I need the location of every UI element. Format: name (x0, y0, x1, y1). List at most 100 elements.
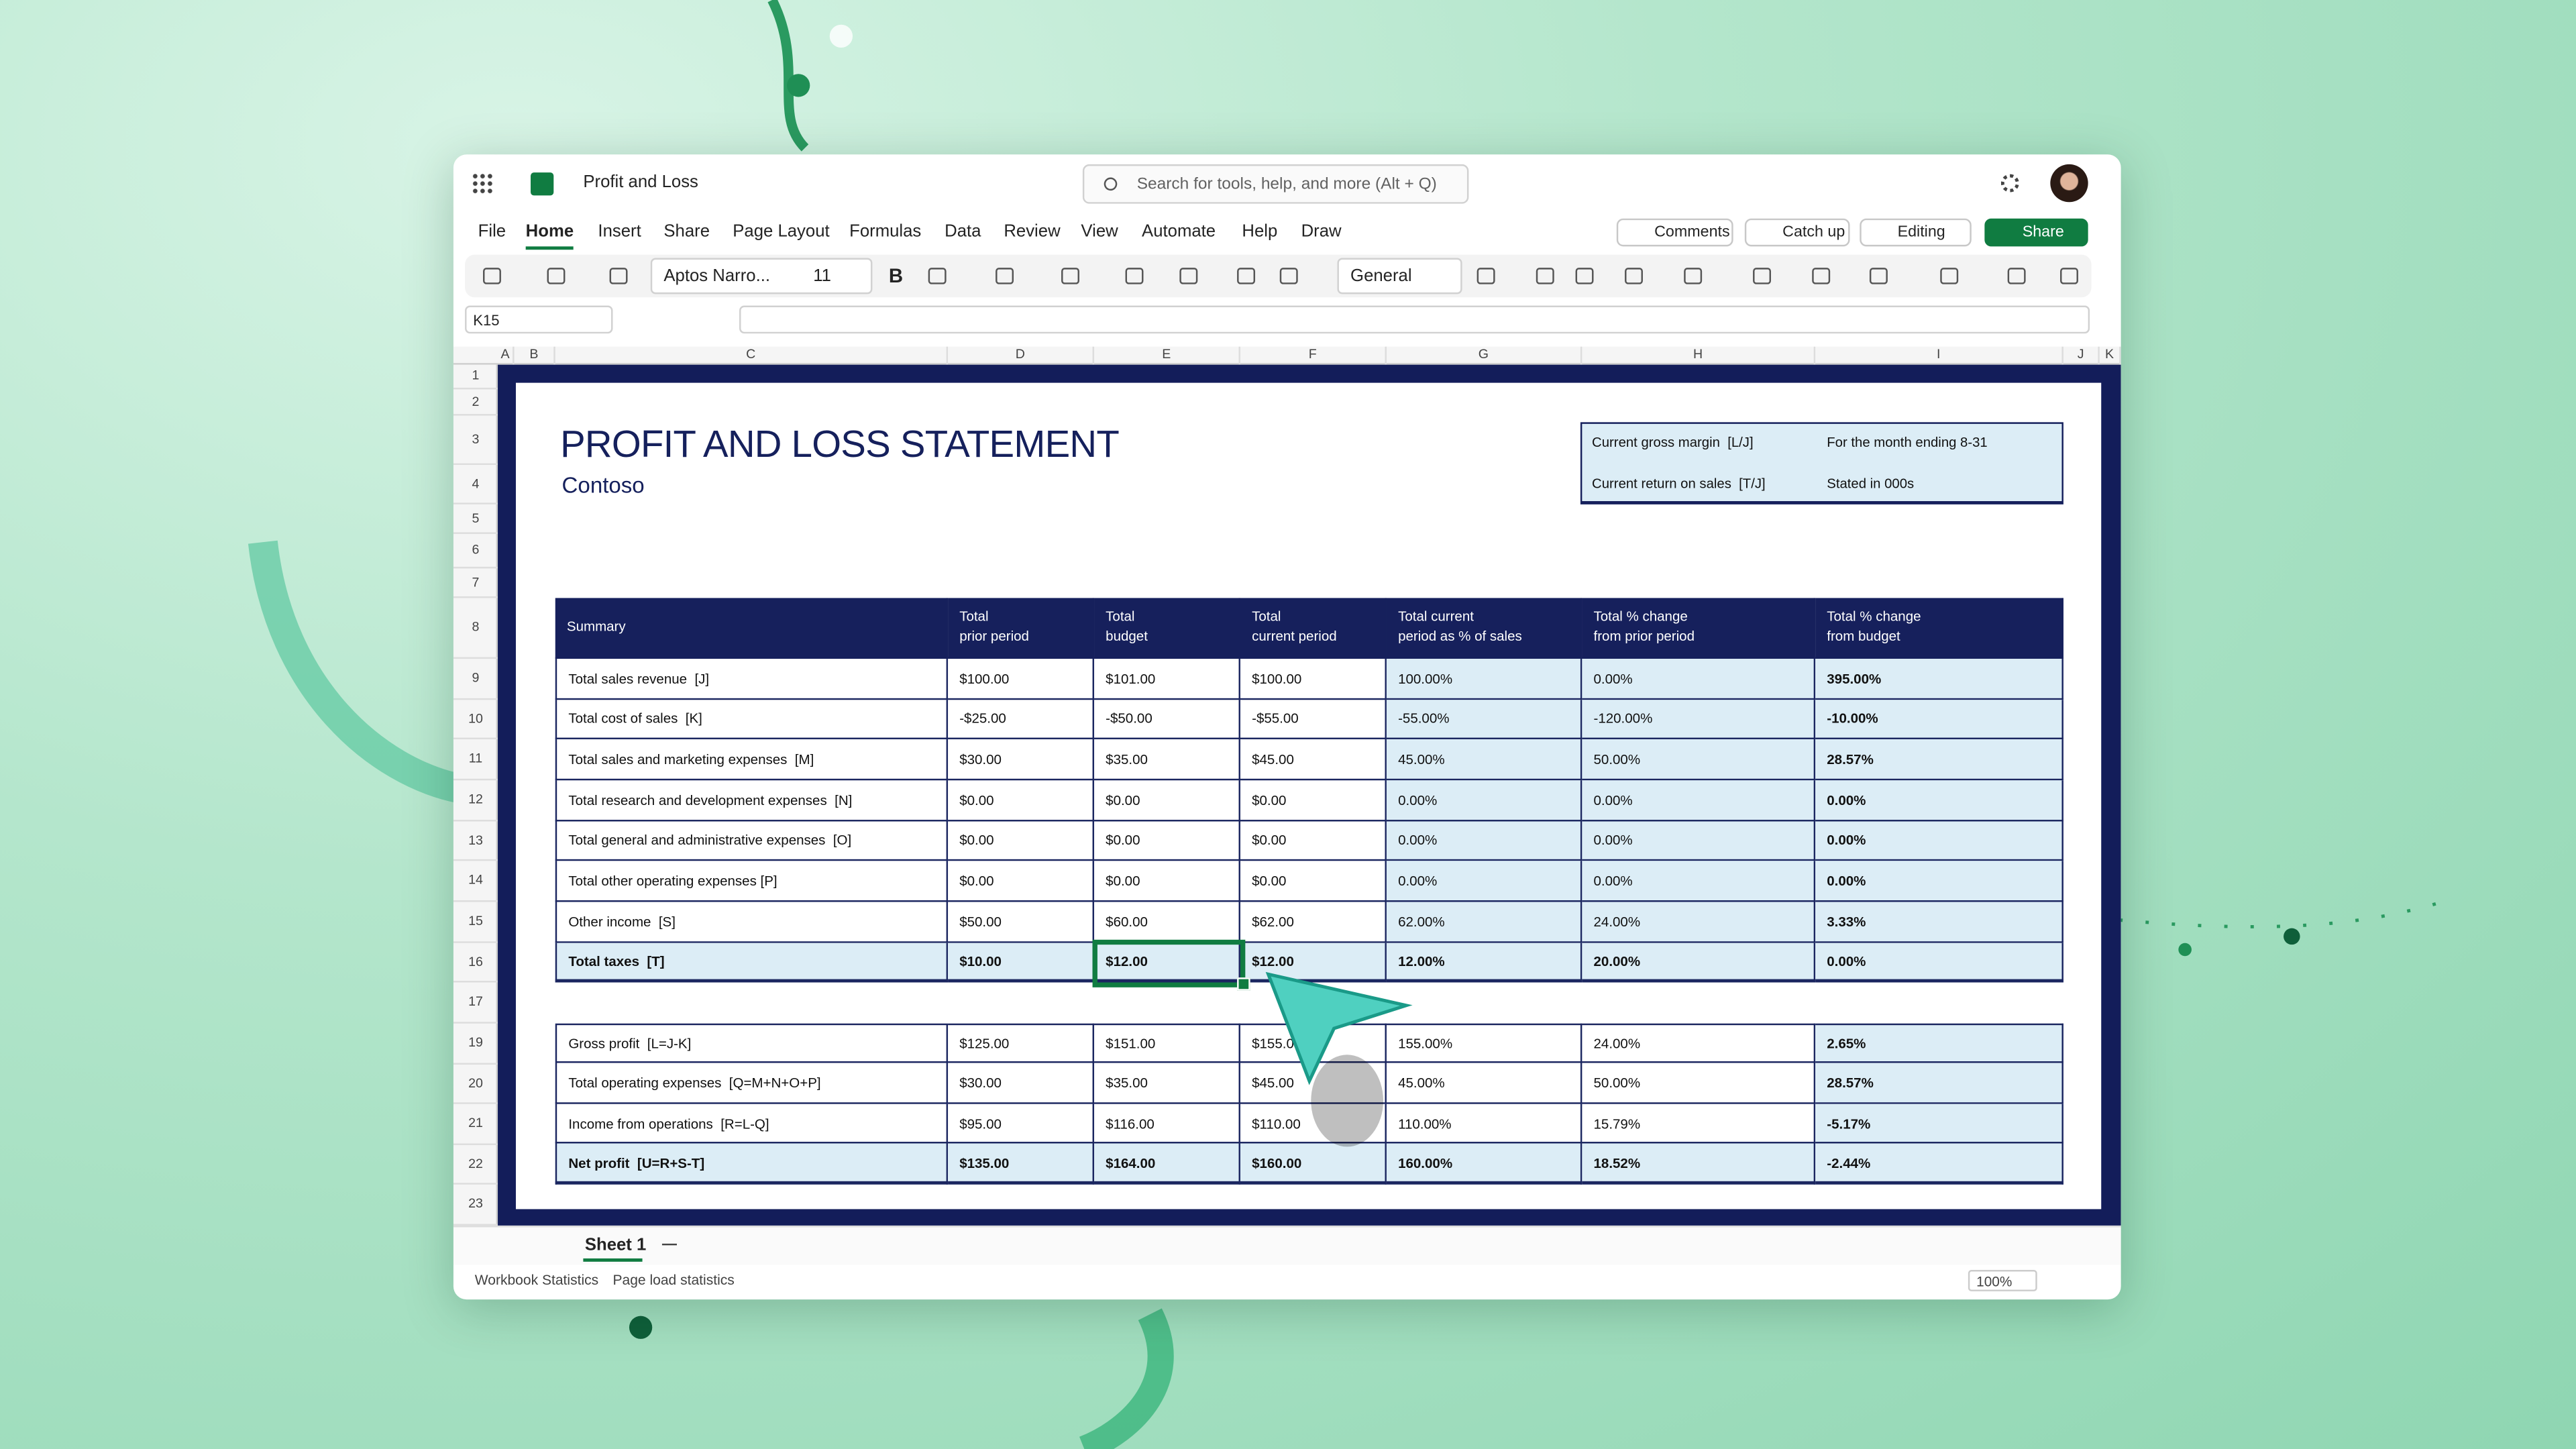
table-cell[interactable]: Total operating expenses [Q=M+N+O+P] (555, 1063, 949, 1104)
menu-tab[interactable]: Home (525, 221, 574, 242)
table-cell[interactable]: -120.00% (1582, 699, 1816, 740)
table-cell[interactable]: 0.00% (1386, 820, 1582, 861)
ribbon-icon[interactable] (1625, 268, 1643, 284)
ribbon-icon[interactable] (996, 268, 1014, 284)
table-header[interactable]: Total % change from prior period (1582, 598, 1816, 659)
ribbon-icon[interactable] (1575, 268, 1594, 284)
sheet-tab[interactable]: Sheet 1 (584, 1235, 647, 1256)
ribbon-icon[interactable] (928, 268, 947, 284)
table-cell[interactable]: 2.65% (1815, 1022, 2063, 1063)
table-cell[interactable]: -2.44% (1815, 1144, 2063, 1185)
document-title[interactable]: Profit and Loss (583, 172, 698, 193)
ribbon-icon[interactable] (1477, 268, 1495, 284)
table-cell[interactable]: $116.00 (1094, 1104, 1240, 1144)
ribbon-icon[interactable] (609, 268, 628, 284)
column-header[interactable]: B (515, 346, 555, 365)
table-cell[interactable]: $95.00 (948, 1104, 1095, 1144)
row-header[interactable]: 9 (453, 659, 498, 700)
menu-tab[interactable]: Insert (598, 221, 641, 242)
status-item[interactable]: Page load statistics (612, 1271, 735, 1289)
ribbon-icon[interactable] (1812, 268, 1831, 284)
ribbon-icon[interactable] (1237, 268, 1256, 284)
table-cell[interactable]: 160.00% (1386, 1144, 1582, 1185)
table-cell[interactable]: 0.00% (1582, 861, 1816, 902)
ribbon-icon[interactable] (547, 268, 566, 284)
menu-tab[interactable]: View (1081, 221, 1118, 242)
row-header[interactable]: 15 (453, 902, 498, 943)
toolbar-button[interactable]: Comments (1616, 218, 1733, 247)
table-cell[interactable]: $50.00 (948, 902, 1095, 943)
row-header[interactable]: 2 (453, 389, 498, 416)
table-cell[interactable]: 0.00% (1386, 780, 1582, 821)
table-cell[interactable]: $0.00 (1240, 820, 1387, 861)
table-cell[interactable]: $45.00 (1240, 1063, 1387, 1104)
table-cell[interactable]: 3.33% (1815, 902, 2063, 943)
table-cell[interactable]: 28.57% (1815, 739, 2063, 781)
table-cell[interactable]: Total general and administrative expense… (555, 820, 949, 861)
table-cell[interactable]: 45.00% (1386, 1063, 1582, 1104)
ribbon-icon[interactable] (1869, 268, 1888, 284)
column-header[interactable]: A (498, 346, 515, 365)
toolbar-button[interactable]: Editing (1860, 218, 1972, 247)
row-header[interactable]: 17 (453, 982, 498, 1024)
table-cell[interactable]: $45.00 (1240, 739, 1387, 781)
add-sheet[interactable] (661, 1243, 677, 1246)
toolbar-button[interactable]: Share (1984, 218, 2088, 247)
row-header[interactable]: 21 (453, 1104, 498, 1145)
row-header[interactable]: 10 (453, 700, 498, 740)
menu-tab[interactable]: Help (1242, 221, 1278, 242)
table-cell[interactable]: 0.00% (1582, 780, 1816, 821)
table-cell[interactable]: Net profit [U=R+S-T] (555, 1144, 949, 1185)
formula-input[interactable] (739, 305, 2090, 334)
name-box[interactable]: K15 (465, 305, 613, 334)
table-cell[interactable]: $0.00 (1240, 780, 1387, 821)
menu-tab[interactable]: Data (945, 221, 981, 242)
table-cell[interactable]: $110.00 (1240, 1104, 1387, 1144)
table-cell[interactable]: $0.00 (948, 861, 1095, 902)
row-header[interactable]: 20 (453, 1065, 498, 1104)
bold-button[interactable]: B (888, 264, 904, 288)
table-cell[interactable]: $35.00 (1094, 739, 1240, 781)
table-cell[interactable]: 28.57% (1815, 1063, 2063, 1104)
table-cell[interactable]: Gross profit [L=J-K] (555, 1022, 949, 1063)
row-header[interactable]: 22 (453, 1145, 498, 1185)
menu-tab[interactable]: Draw (1301, 221, 1342, 242)
row-header[interactable]: 12 (453, 780, 498, 822)
row-header[interactable]: 4 (453, 465, 498, 504)
ribbon-icon[interactable] (1940, 268, 1959, 284)
table-cell[interactable]: Total sales and marketing expenses [M] (555, 739, 949, 781)
menu-tab[interactable]: Formulas (849, 221, 922, 242)
table-cell[interactable]: Total taxes [T] (555, 942, 949, 983)
ribbon-icon[interactable] (1061, 268, 1079, 284)
table-header[interactable]: Total budget (1094, 598, 1240, 659)
table-cell[interactable]: -$50.00 (1094, 699, 1240, 740)
column-header[interactable]: F (1240, 346, 1387, 365)
row-header[interactable]: 6 (453, 534, 498, 569)
ribbon-icon[interactable] (1684, 268, 1703, 284)
table-cell[interactable]: 0.00% (1386, 861, 1582, 902)
table-cell[interactable]: Other income [S] (555, 902, 949, 943)
search-box[interactable]: Search for tools, help, and more (Alt + … (1082, 164, 1469, 204)
table-cell[interactable]: 0.00% (1582, 659, 1816, 700)
table-cell[interactable]: $0.00 (1094, 861, 1240, 902)
table-cell[interactable]: 50.00% (1582, 1063, 1816, 1104)
table-cell[interactable]: $0.00 (1094, 820, 1240, 861)
toolbar-button[interactable]: Catch up (1744, 218, 1850, 247)
menu-tab[interactable]: Share (663, 221, 710, 242)
table-cell[interactable]: -5.17% (1815, 1104, 2063, 1144)
row-header[interactable]: 8 (453, 598, 498, 659)
table-cell[interactable]: $12.00 (1094, 942, 1240, 983)
table-cell[interactable]: 155.00% (1386, 1022, 1582, 1063)
table-cell[interactable]: $125.00 (948, 1022, 1095, 1063)
table-cell[interactable]: Total research and development expenses … (555, 780, 949, 821)
table-cell[interactable]: $0.00 (1240, 861, 1387, 902)
ribbon-icon[interactable] (1125, 268, 1144, 284)
column-header[interactable]: D (948, 346, 1095, 365)
row-header[interactable]: 3 (453, 416, 498, 466)
column-header[interactable]: I (1815, 346, 2063, 365)
table-cell[interactable]: $30.00 (948, 1063, 1095, 1104)
table-cell[interactable]: -$25.00 (948, 699, 1095, 740)
table-cell[interactable]: $160.00 (1240, 1144, 1387, 1185)
app-launcher[interactable] (471, 172, 493, 194)
table-header[interactable]: Total current period as % of sales (1386, 598, 1582, 659)
